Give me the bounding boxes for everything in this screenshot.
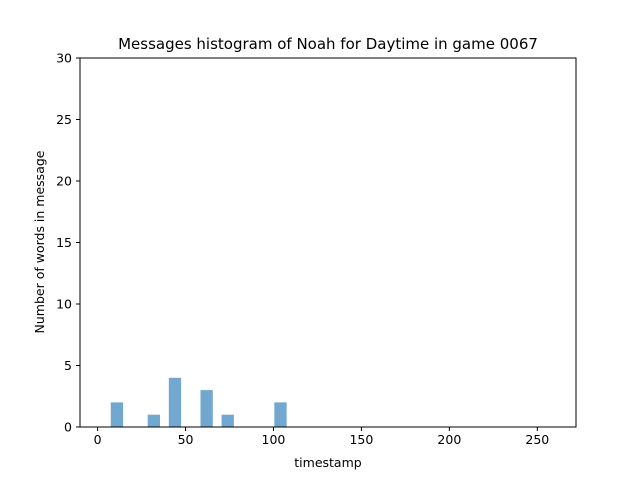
y-tick-label: 25 (56, 112, 72, 127)
bars-group (110, 377, 287, 427)
chart-title: Messages histogram of Noah for Daytime i… (118, 35, 538, 53)
x-axis: 0 50 100 150 200 250 (94, 427, 549, 447)
y-tick-label: 20 (56, 174, 72, 189)
x-tick-label: 250 (525, 432, 549, 447)
bar-1 (147, 414, 161, 427)
plot-frame (79, 57, 577, 428)
bar-2 (168, 377, 182, 427)
x-tick-label: 200 (437, 432, 461, 447)
y-axis: 0 5 10 15 20 25 30 (56, 51, 80, 435)
bar-4 (221, 414, 234, 427)
y-tick-label: 5 (64, 358, 72, 373)
bar-3 (200, 390, 213, 427)
bar-0 (110, 402, 124, 427)
y-tick-label: 15 (56, 235, 72, 250)
y-axis-label: Number of words in message (32, 150, 47, 333)
x-tick-label: 100 (262, 432, 286, 447)
x-tick-label: 50 (178, 432, 194, 447)
y-tick-label: 30 (56, 51, 72, 66)
x-axis-label: timestamp (294, 455, 361, 470)
x-tick-label: 150 (349, 432, 373, 447)
y-tick-label: 0 (64, 420, 72, 435)
y-tick-label: 10 (56, 297, 72, 312)
x-tick-label: 0 (94, 432, 102, 447)
bar-5 (274, 402, 287, 427)
